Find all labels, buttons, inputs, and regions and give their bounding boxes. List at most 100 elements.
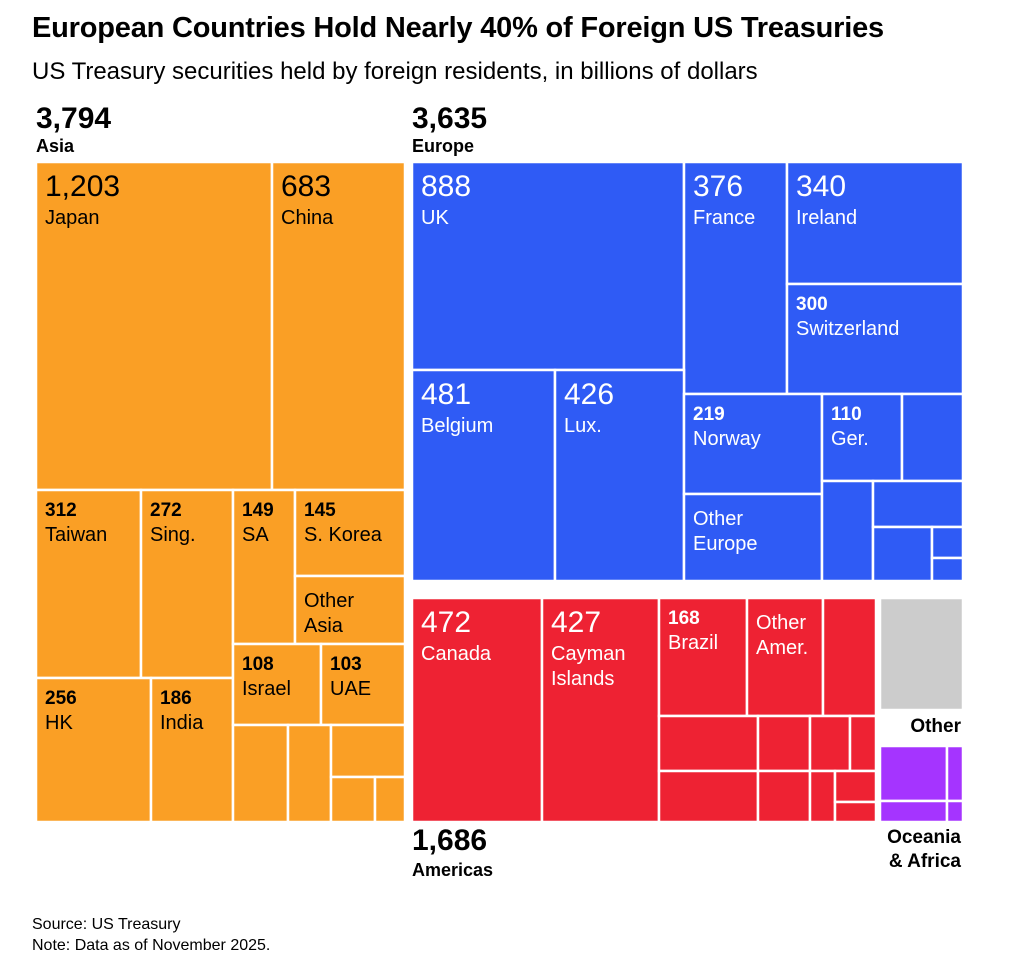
group-name-oceania-africa: Oceania <box>887 827 961 848</box>
value-japan: 1,203 <box>45 170 120 203</box>
group-name-europe: Europe <box>412 136 474 156</box>
americas-small-cell <box>808 769 837 824</box>
value-switzerland: 300 <box>796 294 828 315</box>
value-france: 376 <box>693 170 743 203</box>
asia-small-cell <box>286 723 333 824</box>
cell-sa <box>231 488 297 646</box>
cell-uk <box>410 160 686 372</box>
cell-china <box>270 160 407 492</box>
label-uk: UK <box>421 207 449 229</box>
label-china: China <box>281 207 334 229</box>
label-switzerland: Switzerland <box>796 318 899 340</box>
label-hk: HK <box>45 712 73 734</box>
footer: Source: US Treasury Note: Data as of Nov… <box>32 914 270 956</box>
oceania-africa-cell <box>878 799 949 824</box>
label-india: India <box>160 712 204 734</box>
europe-small-cell <box>871 479 965 529</box>
value-canada: 472 <box>421 606 471 639</box>
value-sa: 149 <box>242 500 274 521</box>
asia-small-cell <box>329 723 407 779</box>
value-lux: 426 <box>564 378 614 411</box>
label-other-europe: Europe <box>693 533 758 555</box>
value-taiwan: 312 <box>45 500 77 521</box>
label-cayman-islands: Cayman <box>551 643 625 665</box>
group-name-americas: Americas <box>412 860 493 880</box>
americas-small-cell <box>821 596 878 718</box>
cell-sing <box>139 488 235 680</box>
label-other-asia: Other <box>304 590 354 612</box>
cell-israel <box>231 642 323 727</box>
oceania-africa-cell <box>945 744 965 803</box>
group-total-americas: 1,686 <box>412 824 487 857</box>
cell-other-asia <box>293 574 407 646</box>
chart-subtitle: US Treasury securities held by foreign r… <box>32 58 758 85</box>
label-france: France <box>693 207 755 229</box>
value-belgium: 481 <box>421 378 471 411</box>
cell-france <box>682 160 789 396</box>
value-s-korea: 145 <box>304 500 336 521</box>
americas-small-cell <box>756 769 812 824</box>
americas-small-cell <box>848 714 878 773</box>
value-hk: 256 <box>45 688 77 709</box>
americas-small-cell <box>833 769 878 804</box>
value-israel: 108 <box>242 654 274 675</box>
value-brazil: 168 <box>668 608 700 629</box>
value-india: 186 <box>160 688 192 709</box>
label-japan: Japan <box>45 207 100 229</box>
americas-small-cell <box>657 769 760 824</box>
cell-lux <box>553 368 686 583</box>
value-sing: 272 <box>150 500 182 521</box>
cell-brazil <box>657 596 749 718</box>
label-belgium: Belgium <box>421 415 493 437</box>
europe-small-cell <box>900 392 965 483</box>
cell-hk <box>34 676 153 824</box>
value-ger: 110 <box>831 404 862 425</box>
asia-small-cell <box>373 775 407 824</box>
cell-other <box>878 596 965 712</box>
label-other-asia: Asia <box>304 615 344 637</box>
group-name-asia: Asia <box>36 136 75 156</box>
label-cayman-islands: Islands <box>551 668 614 690</box>
label-taiwan: Taiwan <box>45 524 107 546</box>
group-name-other: Other <box>910 716 961 737</box>
cell-canada <box>410 596 544 824</box>
label-s-korea: S. Korea <box>304 524 383 546</box>
europe-small-cell <box>930 556 965 583</box>
label-sing: Sing. <box>150 524 196 546</box>
americas-small-cell <box>657 714 760 773</box>
cell-s-korea <box>293 488 407 578</box>
label-other-europe: Other <box>693 508 743 530</box>
europe-small-cell <box>930 525 965 560</box>
value-china: 683 <box>281 170 331 203</box>
oceania-africa-cell <box>945 799 965 824</box>
source-note: Source: US Treasury <box>32 916 181 933</box>
asia-small-cell <box>329 775 377 824</box>
label-other-amer: Amer. <box>756 637 808 659</box>
chart-title: European Countries Hold Nearly 40% of Fo… <box>32 12 884 44</box>
data-note: Note: Data as of November 2025. <box>32 937 271 954</box>
group-total-asia: 3,794 <box>36 102 111 135</box>
americas-small-cell <box>756 714 812 773</box>
cell-india <box>149 676 235 824</box>
label-other-amer: Other <box>756 612 806 634</box>
americas-small-cell <box>833 800 878 824</box>
value-ireland: 340 <box>796 170 846 203</box>
label-ger: Ger. <box>831 428 869 450</box>
americas-small-cell <box>808 714 852 773</box>
group-total-europe: 3,635 <box>412 102 487 135</box>
cell-norway <box>682 392 824 496</box>
label-uae: UAE <box>330 678 371 700</box>
label-sa: SA <box>242 524 269 546</box>
europe-small-cell <box>871 525 934 583</box>
cell-other-amer <box>745 596 825 718</box>
value-cayman-islands: 427 <box>551 606 601 639</box>
value-uae: 103 <box>330 654 362 675</box>
europe-small-cell <box>820 479 875 583</box>
label-brazil: Brazil <box>668 632 718 654</box>
asia-small-cell <box>231 723 290 824</box>
label-norway: Norway <box>693 428 761 450</box>
label-canada: Canada <box>421 643 492 665</box>
group-name-oceania-africa: & Africa <box>889 851 962 872</box>
label-lux: Lux. <box>564 415 602 437</box>
cell-ireland <box>785 160 965 286</box>
